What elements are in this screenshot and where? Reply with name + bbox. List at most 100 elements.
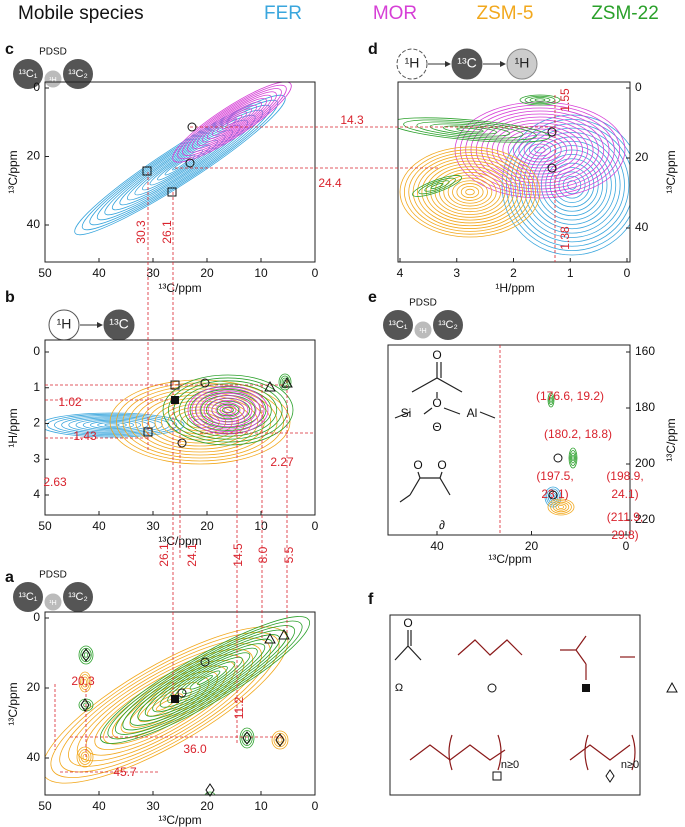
- structure-label: Al: [467, 406, 478, 420]
- marker: [81, 648, 91, 662]
- contour: [519, 94, 561, 106]
- annotation: (197.5,: [536, 469, 573, 483]
- annotation: 24.4: [318, 176, 342, 190]
- contour: [82, 754, 88, 760]
- contour: [97, 422, 127, 428]
- contour: [207, 397, 249, 423]
- x-tick-label: 40: [92, 266, 106, 280]
- badge-text: ¹³C₂: [68, 68, 88, 80]
- marker: [275, 733, 285, 747]
- contour: [204, 791, 216, 795]
- x-axis-title: ¹³C/ppm: [158, 813, 201, 827]
- marker: [205, 783, 215, 797]
- marker: [605, 769, 615, 783]
- badge-text: ¹³C₁: [19, 68, 38, 80]
- contour-set: [239, 727, 255, 749]
- contour: [111, 671, 219, 739]
- marker: [177, 688, 187, 698]
- x-tick-label: 20: [525, 539, 539, 553]
- contour: [223, 407, 233, 413]
- annotation: 11.2: [232, 696, 246, 719]
- marker: [666, 681, 678, 693]
- legend-item: ZSM-22: [591, 3, 659, 24]
- contour: [159, 652, 251, 708]
- structure-label: O: [413, 458, 422, 472]
- y-tick-label: 220: [635, 512, 655, 526]
- contour: [486, 119, 594, 181]
- contour-set: [78, 671, 92, 693]
- contour: [99, 616, 311, 744]
- contour: [152, 647, 258, 713]
- annotation: 1.43: [73, 429, 97, 443]
- x-tick-label: 0: [312, 799, 319, 813]
- bond: [448, 734, 636, 771]
- contour: [549, 162, 595, 208]
- y-tick-label: 20: [27, 680, 41, 694]
- contour: [569, 450, 577, 466]
- marker: [185, 158, 195, 168]
- badge-text: ¹H: [57, 316, 72, 332]
- contour: [532, 145, 612, 225]
- panel-label: f: [368, 591, 374, 608]
- bond: [394, 630, 422, 661]
- contour: [215, 402, 241, 418]
- x-tick-label: 1: [567, 266, 574, 280]
- y-axis-title: ¹³C/ppm: [664, 418, 678, 461]
- contour: [89, 104, 271, 226]
- contour-set: [74, 94, 286, 236]
- badge-circle: [13, 59, 43, 89]
- badge-text: ¹³C₂: [68, 591, 88, 603]
- contour: [76, 648, 254, 762]
- badge-circle: [413, 320, 433, 340]
- contour: [59, 637, 271, 773]
- badge-top: PDSD: [39, 47, 67, 58]
- annotation: 8.0: [256, 546, 270, 563]
- contour: [241, 730, 253, 746]
- marker: [278, 628, 290, 640]
- contour: [491, 122, 589, 178]
- marker: [547, 163, 557, 173]
- badge-text: ¹³C₂: [438, 319, 458, 331]
- badge-circle: [396, 48, 428, 80]
- badge-text: ¹H: [405, 55, 420, 71]
- contour: [61, 416, 163, 434]
- contour: [90, 420, 135, 429]
- contour: [211, 399, 245, 420]
- contour: [144, 643, 266, 717]
- contour: [45, 626, 289, 784]
- contour: [540, 153, 604, 217]
- marker: [200, 657, 210, 667]
- marker: [171, 396, 179, 404]
- x-tick-label: 40: [92, 519, 106, 533]
- bond: [569, 744, 631, 761]
- contour: [161, 403, 239, 441]
- y-tick-label: 20: [635, 150, 649, 164]
- legend-item: ZSM-5: [477, 3, 534, 24]
- contour: [50, 632, 280, 778]
- contour: [434, 169, 506, 215]
- badge-text: ¹H: [515, 55, 530, 71]
- annotation: 23.1): [541, 487, 568, 501]
- contour: [528, 143, 552, 157]
- badge-text: ¹³C₁: [19, 591, 38, 603]
- contour: [550, 500, 572, 514]
- marker: [547, 127, 557, 137]
- contour: [109, 379, 291, 465]
- legend-item: MOR: [373, 3, 417, 24]
- contour: [201, 101, 263, 143]
- contour: [168, 377, 288, 443]
- y-tick-label: 0: [33, 610, 40, 624]
- contour: [519, 132, 625, 238]
- badge-text: ¹³C₁: [389, 319, 408, 331]
- badge-circle: [433, 310, 463, 340]
- structure-label: Si: [401, 406, 412, 420]
- contour-set: [519, 94, 561, 106]
- x-tick-label: 50: [38, 519, 52, 533]
- x-tick-label: 40: [430, 539, 444, 553]
- contour: [403, 149, 537, 235]
- contour: [534, 146, 546, 154]
- contour: [82, 419, 142, 431]
- contour: [189, 389, 267, 431]
- annotation: 1.38: [558, 226, 572, 250]
- badge-circle: [451, 48, 483, 80]
